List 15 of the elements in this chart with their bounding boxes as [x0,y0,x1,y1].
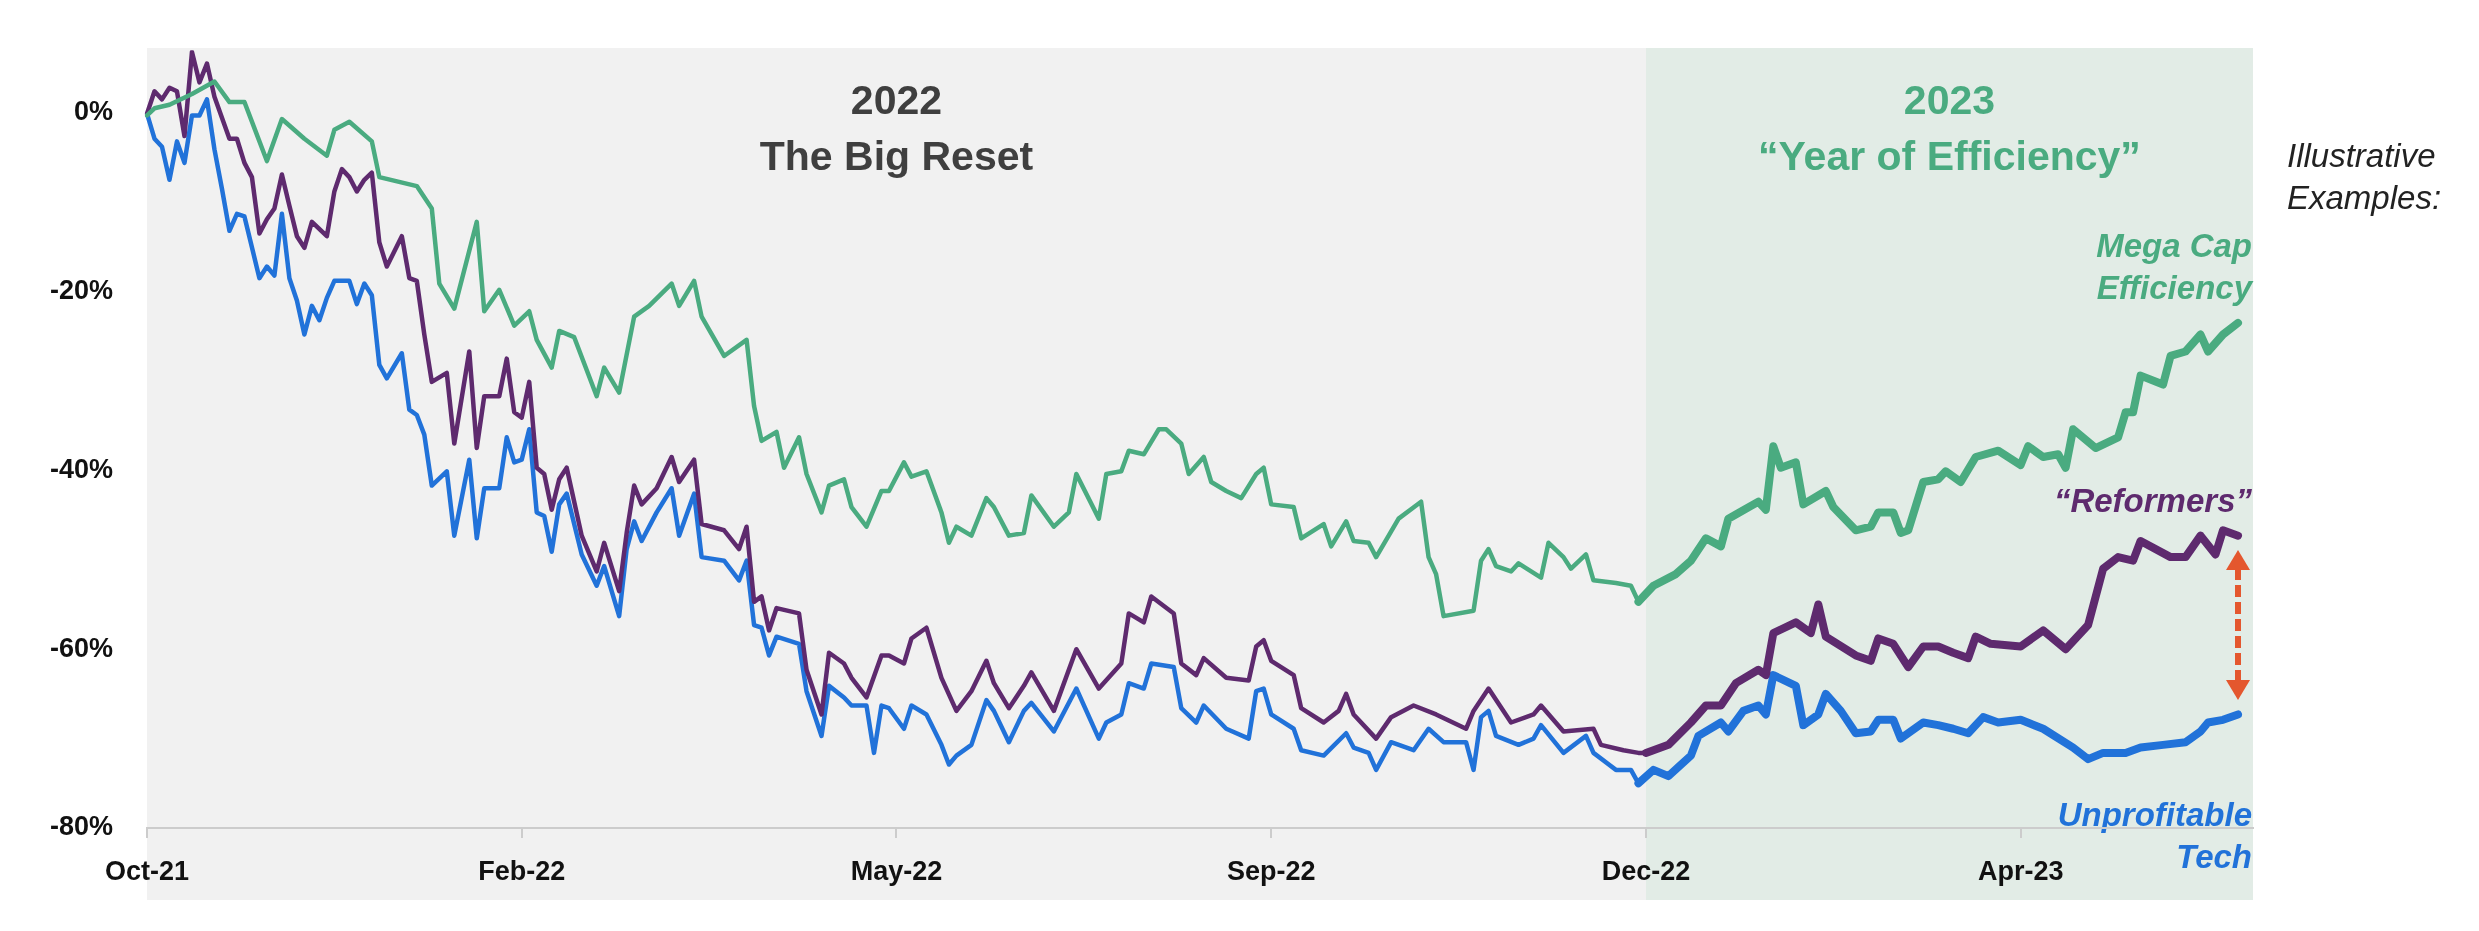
y-tick-label: 0% [73,96,113,127]
y-tick-label: -60% [49,632,113,663]
annotation: 2022 The Big Reset [758,76,1035,182]
annotation: 2023 “Year of Efficiency” [1757,76,2142,182]
y-tick-label: -20% [49,275,113,306]
x-tick-label: Dec-22 [1601,855,1691,886]
text: Illustrative Examples: [2287,136,2442,219]
x-tick-label: Sep-22 [1226,855,1316,886]
y-tick-label: -80% [49,811,113,842]
y-tick-label: -40% [49,453,113,484]
x-tick-label: May-22 [850,855,943,886]
x-tick-label: Feb-22 [478,855,566,886]
series-label: “Reformers” [2053,480,2253,521]
series-label: Mega Cap Efficiency [2096,225,2253,308]
x-tick-label: Oct-21 [104,855,190,886]
